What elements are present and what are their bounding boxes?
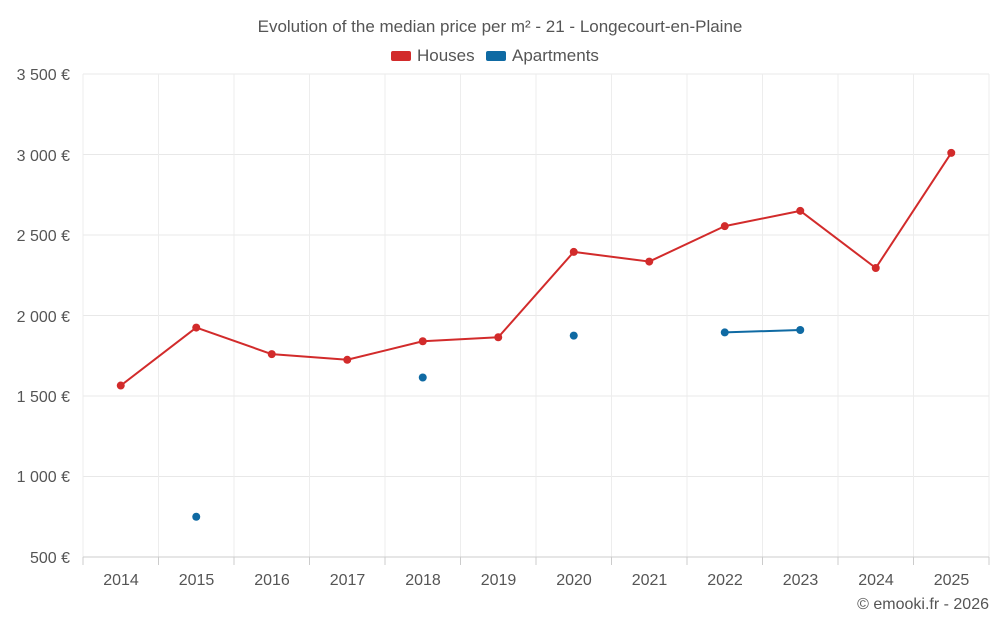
- legend-item-houses[interactable]: Houses: [391, 46, 475, 65]
- data-point-houses[interactable]: [871, 264, 880, 273]
- grid: [82, 73, 990, 565]
- x-tick-label: 2024: [858, 572, 894, 589]
- y-tick-label: 3 000 €: [17, 148, 70, 165]
- x-tick-label: 2021: [632, 572, 668, 589]
- data-point-houses[interactable]: [494, 333, 503, 342]
- credit-text: © emooki.fr - 2026: [857, 596, 989, 613]
- data-point-apartments[interactable]: [192, 512, 201, 521]
- y-tick-label: 1 000 €: [17, 469, 70, 486]
- legend-label-houses: Houses: [417, 46, 475, 65]
- x-tick-label: 2014: [103, 572, 139, 589]
- x-tick-label: 2019: [481, 572, 517, 589]
- data-point-houses[interactable]: [720, 222, 729, 231]
- y-tick-label: 2 500 €: [17, 228, 70, 245]
- legend-item-apartments[interactable]: Apartments: [486, 46, 599, 65]
- x-tick-label: 2023: [783, 572, 819, 589]
- chart-title: Evolution of the median price per m² - 2…: [258, 17, 743, 36]
- series-line-houses: [119, 151, 953, 387]
- data-point-houses[interactable]: [569, 247, 578, 256]
- data-point-houses[interactable]: [947, 148, 956, 157]
- x-tick-label: 2018: [405, 572, 441, 589]
- x-tick-label: 2016: [254, 572, 290, 589]
- y-tick-label: 2 000 €: [17, 309, 70, 326]
- y-tick-label: 1 500 €: [17, 389, 70, 406]
- series-line-apartments: [723, 328, 802, 334]
- x-axis: 2014 2015 2016 2017 2018 2019 2020 2021 …: [103, 572, 969, 589]
- x-tick-label: 2025: [934, 572, 970, 589]
- data-point-houses[interactable]: [192, 323, 201, 332]
- legend: Houses Apartments: [391, 46, 599, 65]
- data-point-houses[interactable]: [796, 206, 805, 215]
- data-point-apartments[interactable]: [569, 331, 578, 340]
- legend-swatch-apartments: [486, 51, 506, 61]
- series-layer: [116, 148, 956, 521]
- data-point-houses[interactable]: [267, 350, 276, 359]
- y-axis: 500 € 1 000 € 1 500 € 2 000 € 2 500 € 3 …: [17, 67, 70, 567]
- y-tick-label: 500 €: [30, 550, 70, 567]
- data-point-houses[interactable]: [418, 337, 427, 346]
- x-tick-label: 2015: [179, 572, 215, 589]
- x-tick-label: 2020: [556, 572, 592, 589]
- data-point-apartments[interactable]: [418, 373, 427, 382]
- x-tick-label: 2017: [330, 572, 366, 589]
- legend-label-apartments: Apartments: [512, 46, 599, 65]
- data-point-houses[interactable]: [116, 381, 125, 390]
- data-point-apartments[interactable]: [796, 325, 805, 334]
- legend-swatch-houses: [391, 51, 411, 61]
- y-tick-label: 3 500 €: [17, 67, 70, 84]
- x-tick-label: 2022: [707, 572, 743, 589]
- data-point-apartments[interactable]: [720, 328, 729, 337]
- data-point-houses[interactable]: [645, 257, 654, 266]
- data-point-houses[interactable]: [343, 355, 352, 364]
